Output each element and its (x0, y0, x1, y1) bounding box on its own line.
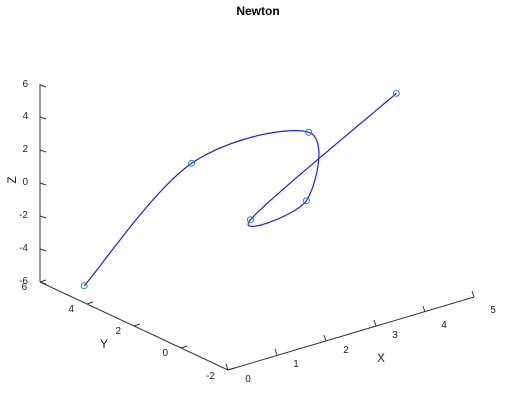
z-tick-label: -4 (19, 243, 28, 254)
z-tick (39, 215, 47, 219)
y-axis-label: Y (100, 337, 108, 351)
x-axis-line (227, 296, 475, 371)
z-ticks: 6 4 2 0 -2 -4 -6 Z (5, 79, 47, 287)
chart-title: Newton (236, 4, 279, 18)
z-tick-label: 4 (22, 111, 28, 122)
y-tick-label: 2 (115, 326, 121, 337)
y-tick (180, 345, 188, 349)
x-tick-label: 4 (441, 320, 447, 331)
series-line (83, 92, 397, 287)
z-tick-label: -6 (19, 276, 28, 287)
y-tick-label: 6 (21, 282, 27, 293)
data-point (302, 197, 310, 205)
x-tick (373, 319, 377, 327)
z-tick (39, 182, 47, 186)
data-point (246, 216, 254, 224)
z-tick (39, 116, 47, 120)
x-tick (471, 290, 475, 298)
y-tick (227, 367, 235, 371)
data-point (188, 159, 196, 167)
z-tick (39, 149, 47, 153)
data-point (392, 89, 400, 97)
y-tick-label: 4 (68, 304, 74, 315)
z-tick (39, 84, 47, 88)
z-tick (39, 281, 47, 285)
x-tick-label: 0 (245, 374, 251, 385)
y-tick (133, 323, 141, 327)
x-tick-label: 1 (293, 359, 299, 370)
y-tick (39, 279, 47, 283)
x-tick-label: 3 (392, 330, 398, 341)
series-group (80, 89, 400, 290)
x-ticks: 0 1 2 3 4 5 X (225, 290, 496, 385)
y-tick-label: 0 (162, 348, 168, 359)
z-tick-label: 2 (22, 144, 28, 155)
z-tick-label: 6 (22, 79, 28, 90)
x-tick (323, 334, 327, 342)
axes (39, 84, 475, 371)
data-point (305, 128, 313, 136)
data-point (80, 282, 88, 290)
x-axis-label: X (377, 351, 385, 365)
y-tick (86, 301, 94, 305)
z-tick-label: 0 (22, 177, 28, 188)
y-ticks: -2 0 2 4 6 Y (21, 279, 235, 382)
x-tick-label: 5 (490, 305, 496, 316)
x-tick-label: 2 (343, 345, 349, 356)
z-tick (39, 248, 47, 252)
x-tick (274, 348, 278, 356)
x-tick (422, 305, 426, 313)
x-tick (225, 363, 229, 371)
z-tick-label: -2 (19, 210, 28, 221)
y-tick-label: -2 (206, 371, 215, 382)
z-axis-label: Z (5, 176, 19, 183)
